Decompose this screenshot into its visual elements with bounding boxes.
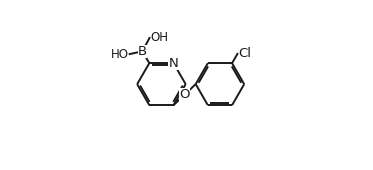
Text: N: N xyxy=(169,57,178,70)
Text: Cl: Cl xyxy=(239,47,252,60)
Text: HO: HO xyxy=(111,48,129,61)
Text: OH: OH xyxy=(150,31,168,44)
Text: O: O xyxy=(179,88,190,101)
Text: B: B xyxy=(138,45,147,58)
